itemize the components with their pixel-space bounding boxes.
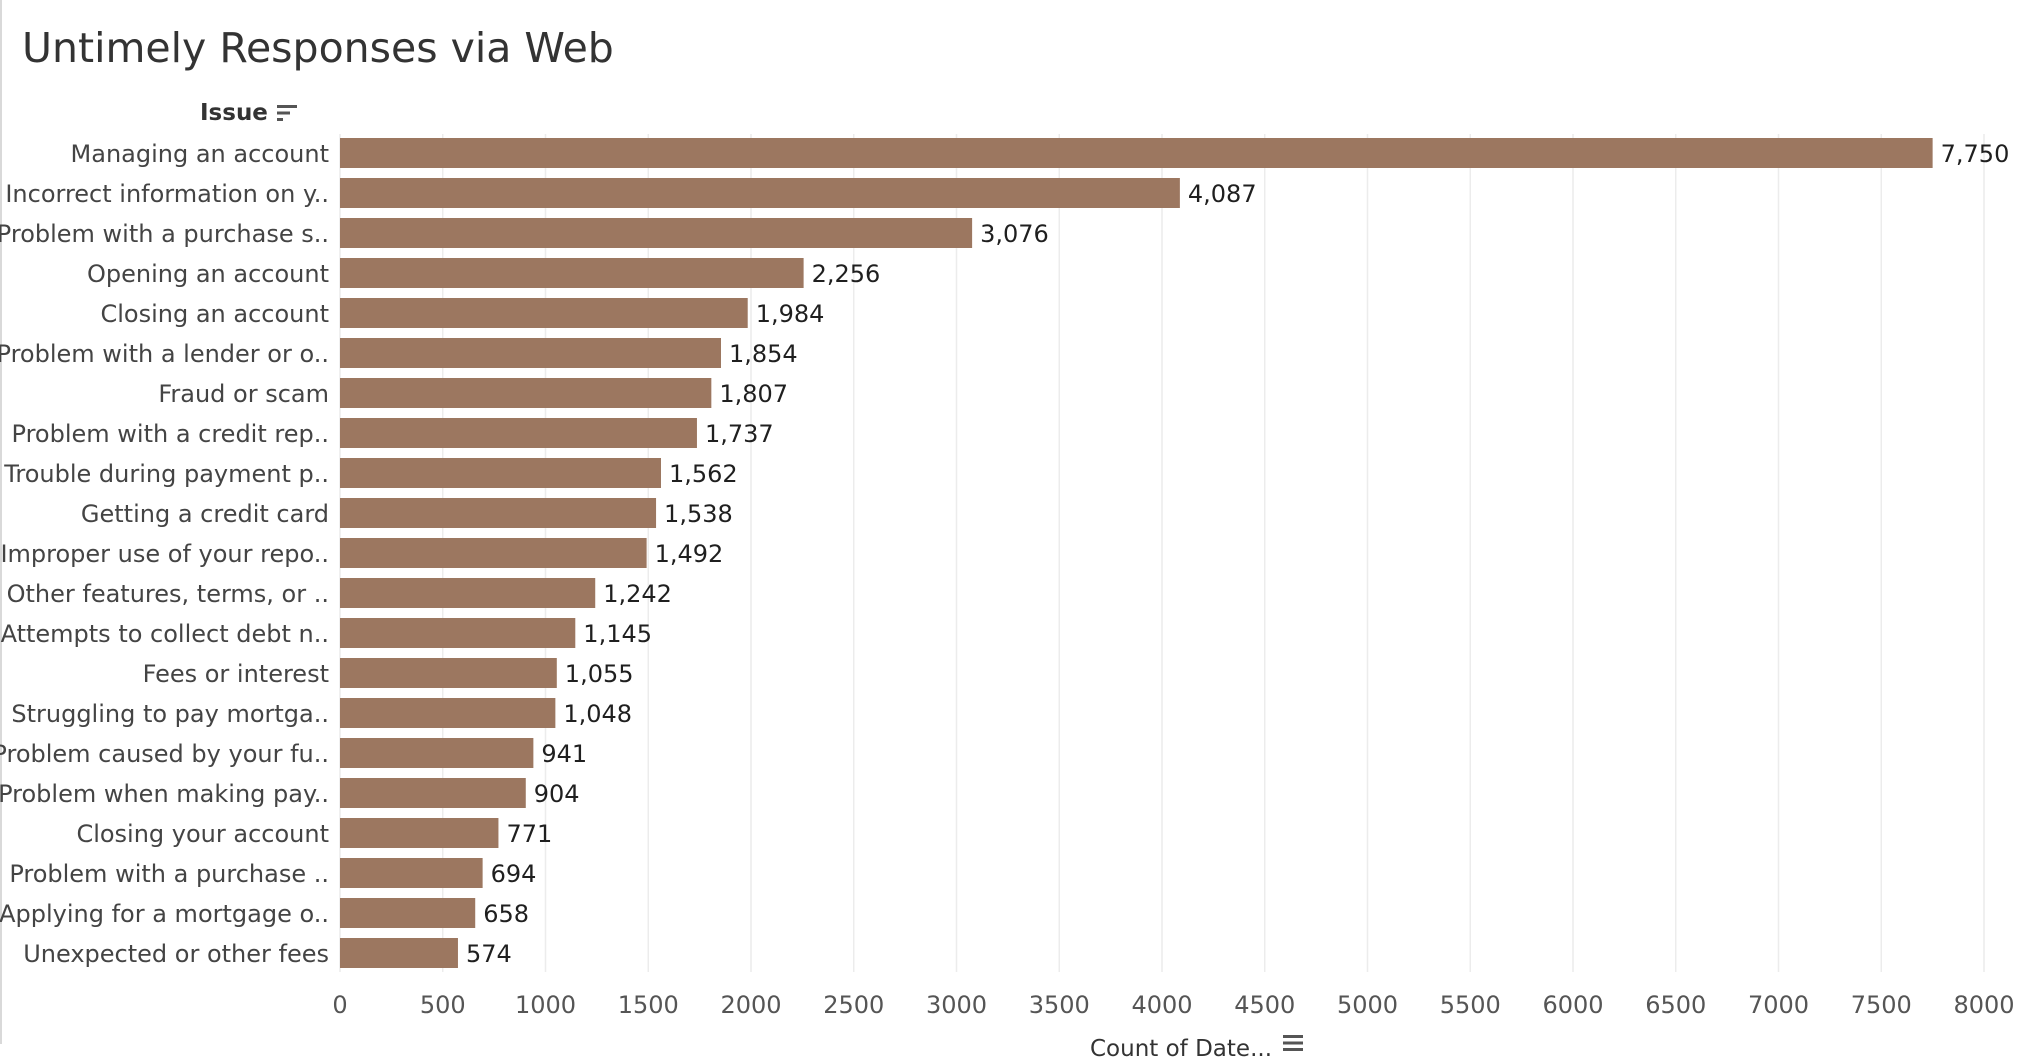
category-label[interactable]: Problem with a purchase ..	[9, 860, 329, 888]
bar[interactable]	[340, 458, 661, 488]
bar-value-label: 1,807	[719, 380, 788, 408]
bar-value-label: 1,055	[565, 660, 634, 688]
bar[interactable]	[340, 258, 804, 288]
bar[interactable]	[340, 778, 526, 808]
x-tick-label: 7000	[1748, 991, 1809, 1019]
bar[interactable]	[340, 298, 748, 328]
bar-value-label: 1,492	[655, 540, 724, 568]
x-tick-label: 500	[420, 991, 466, 1019]
bar[interactable]	[340, 658, 557, 688]
category-label[interactable]: Closing your account	[76, 820, 329, 848]
x-tick-label: 3500	[1029, 991, 1090, 1019]
x-tick-label: 4000	[1131, 991, 1192, 1019]
bar[interactable]	[340, 498, 657, 528]
x-axis-ticks: 0 500 1000 1500 2000 2500 3000 3500 4000 4500 5000…	[332, 991, 2014, 1019]
bar-value-label: 1,538	[664, 500, 733, 528]
chart-title: Untimely Responses via Web	[22, 24, 614, 72]
category-label[interactable]: Managing an account	[71, 140, 329, 168]
x-tick-label: 2500	[823, 991, 884, 1019]
bar[interactable]	[340, 818, 499, 848]
x-tick-label: 6000	[1542, 991, 1603, 1019]
category-label[interactable]: Problem with a lender or o..	[0, 340, 329, 368]
bars	[340, 138, 1933, 968]
bar[interactable]	[340, 858, 483, 888]
category-label[interactable]: Fraud or scam	[158, 380, 329, 408]
bar-value-label: 4,087	[1188, 180, 1257, 208]
bar-value-label: 694	[491, 860, 537, 888]
category-label[interactable]: Struggling to pay mortga..	[11, 700, 329, 728]
x-tick-label: 0	[332, 991, 347, 1019]
category-label[interactable]: Trouble during payment p..	[3, 460, 329, 488]
bar-value-label: 3,076	[980, 220, 1049, 248]
category-label[interactable]: Getting a credit card	[81, 500, 329, 528]
bar-value-label: 1,854	[729, 340, 798, 368]
category-labels: Managing an account Incorrect information…	[0, 140, 329, 968]
x-tick-label: 5000	[1337, 991, 1398, 1019]
bar-value-label: 7,750	[1941, 140, 2010, 168]
category-label[interactable]: Problem with a credit rep..	[12, 420, 329, 448]
bar-value-label: 904	[534, 780, 580, 808]
x-tick-label: 7500	[1851, 991, 1912, 1019]
bar[interactable]	[340, 618, 576, 648]
category-label[interactable]: Problem when making pay..	[0, 780, 329, 808]
bar[interactable]	[340, 418, 697, 448]
bar-value-label: 941	[541, 740, 587, 768]
category-label[interactable]: Unexpected or other fees	[23, 940, 329, 968]
x-axis-title-row: Count of Date...	[1090, 1034, 1304, 1064]
category-label[interactable]: Improper use of your repo..	[0, 540, 329, 568]
category-label[interactable]: Applying for a mortgage o..	[0, 900, 329, 928]
category-label[interactable]: Problem with a purchase s..	[0, 220, 329, 248]
x-tick-label: 2000	[720, 991, 781, 1019]
bar-value-label: 658	[483, 900, 529, 928]
x-tick-label: 4500	[1234, 991, 1295, 1019]
bar[interactable]	[340, 898, 476, 928]
bar-value-label: 1,984	[756, 300, 825, 328]
x-tick-label: 8000	[1953, 991, 2014, 1019]
category-label[interactable]: Other features, terms, or ..	[7, 580, 329, 608]
x-axis-title[interactable]: Count of Date...	[1090, 1036, 1273, 1062]
bar[interactable]	[340, 738, 534, 768]
axis-sort-icon[interactable]	[1282, 1034, 1304, 1052]
bar[interactable]	[340, 578, 596, 608]
category-label[interactable]: Attempts to collect debt n..	[1, 620, 329, 648]
x-tick-label: 1500	[618, 991, 679, 1019]
bar[interactable]	[340, 178, 1180, 208]
category-label[interactable]: Closing an account	[100, 300, 329, 328]
bar[interactable]	[340, 378, 712, 408]
bar[interactable]	[340, 338, 721, 368]
x-tick-label: 6500	[1645, 991, 1706, 1019]
bar-value-label: 771	[506, 820, 552, 848]
bar[interactable]	[340, 138, 1933, 168]
category-label[interactable]: Problem caused by your fu..	[0, 740, 329, 768]
sort-descending-icon[interactable]	[276, 104, 298, 122]
x-tick-label: 5500	[1440, 991, 1501, 1019]
bar[interactable]	[340, 218, 973, 248]
x-tick-label: 3000	[926, 991, 987, 1019]
bar[interactable]	[340, 698, 556, 728]
category-label[interactable]: Incorrect information on y..	[5, 180, 329, 208]
bar-value-label: 2,256	[812, 260, 881, 288]
issue-column-header[interactable]: Issue	[200, 100, 268, 126]
bar[interactable]	[340, 938, 458, 968]
bar-value-label: 1,048	[563, 700, 632, 728]
bar-value-label: 574	[466, 940, 512, 968]
left-border	[0, 0, 2, 1044]
bar[interactable]	[340, 538, 647, 568]
bar-value-label: 1,562	[669, 460, 738, 488]
grid-lines	[339, 134, 1985, 972]
category-label[interactable]: Fees or interest	[143, 660, 329, 688]
bar-value-label: 1,145	[583, 620, 652, 648]
data-labels: 7,750 4,087 3,076 2,256 1,984 1,854 1,807 1,737…	[466, 140, 2009, 968]
bar-value-label: 1,242	[603, 580, 672, 608]
x-tick-label: 1000	[515, 991, 576, 1019]
category-label[interactable]: Opening an account	[87, 260, 329, 288]
issue-header-row: Issue	[200, 98, 298, 128]
bar-value-label: 1,737	[705, 420, 774, 448]
